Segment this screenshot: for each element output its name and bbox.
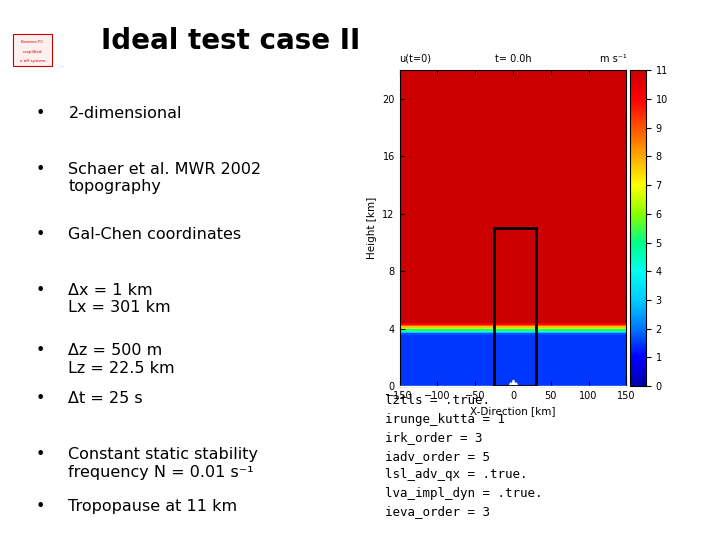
Text: •: • <box>36 499 45 514</box>
Text: •: • <box>36 343 45 359</box>
Text: Schaer et al. MWR 2002
topography: Schaer et al. MWR 2002 topography <box>68 162 261 194</box>
Text: Δz = 500 m
Lz = 22.5 km: Δz = 500 m Lz = 22.5 km <box>68 343 175 376</box>
Text: •: • <box>36 106 45 121</box>
Text: m s⁻¹: m s⁻¹ <box>600 54 626 64</box>
Y-axis label: Height [km]: Height [km] <box>366 197 377 259</box>
Text: •: • <box>36 283 45 298</box>
Bar <box>494 228 536 386</box>
Text: Δx = 1 km
Lx = 301 km: Δx = 1 km Lx = 301 km <box>68 283 171 315</box>
Text: •: • <box>36 162 45 177</box>
Text: l2tls = .true.
irunge_kutta = 1
irk_order = 3
iadv_order = 5
lsl_adv_qx = .true.: l2tls = .true. irunge_kutta = 1 irk_orde… <box>385 394 543 518</box>
Text: Ideal test case II: Ideal test case II <box>101 27 360 55</box>
Text: •: • <box>36 447 45 462</box>
Text: cosplified: cosplified <box>22 50 42 53</box>
Text: x off system: x off system <box>19 59 45 63</box>
FancyBboxPatch shape <box>13 34 52 66</box>
X-axis label: X-Direction [km]: X-Direction [km] <box>470 407 556 416</box>
Text: Gal-Chen coordinates: Gal-Chen coordinates <box>68 227 241 242</box>
Text: 2-dimensional: 2-dimensional <box>68 106 182 121</box>
Text: Tropopause at 11 km: Tropopause at 11 km <box>68 499 238 514</box>
Text: Δt = 25 s: Δt = 25 s <box>68 391 143 406</box>
Text: •: • <box>36 391 45 406</box>
Text: Constant static stability
frequency N = 0.01 s⁻¹: Constant static stability frequency N = … <box>68 447 258 480</box>
Text: u(t=0): u(t=0) <box>400 54 431 64</box>
Text: •: • <box>36 227 45 242</box>
Text: t= 0.0h: t= 0.0h <box>495 54 531 64</box>
Text: Kosmos FC: Kosmos FC <box>22 40 43 44</box>
